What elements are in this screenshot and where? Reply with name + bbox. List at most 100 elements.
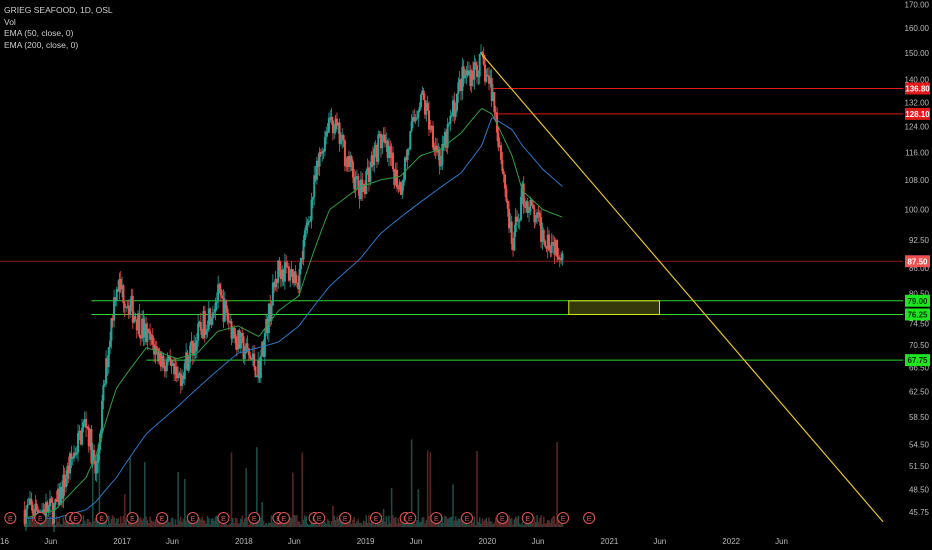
earnings-marker[interactable] xyxy=(126,512,139,524)
volume-bar xyxy=(87,519,90,527)
candle-body xyxy=(246,343,249,349)
candle-body xyxy=(267,303,270,334)
candle-body xyxy=(227,320,230,323)
trendline[interactable] xyxy=(481,53,884,523)
time-tick-label: 2021 xyxy=(601,537,619,546)
candle-body xyxy=(561,253,564,261)
earnings-marker[interactable] xyxy=(277,512,290,524)
earnings-marker[interactable] xyxy=(186,512,199,524)
earnings-marker[interactable] xyxy=(430,512,443,524)
earnings-marker[interactable] xyxy=(404,512,417,524)
earnings-marker[interactable] xyxy=(496,512,509,524)
candle-body xyxy=(357,176,360,190)
ema50-indicator-label[interactable]: EMA (50, close, 0) xyxy=(4,28,74,38)
ema200-indicator-label[interactable]: EMA (200, close, 0) xyxy=(4,39,79,50)
earnings-marker[interactable] xyxy=(69,512,82,524)
volume-bar xyxy=(121,523,123,527)
candle-body xyxy=(169,356,172,361)
candle-body xyxy=(291,269,294,284)
volume-bar xyxy=(138,518,141,527)
candle-body xyxy=(214,302,217,312)
earnings-marker[interactable] xyxy=(248,512,261,524)
candle-body xyxy=(516,216,519,222)
earnings-marker[interactable] xyxy=(156,512,169,524)
earnings-marker[interactable] xyxy=(557,512,570,524)
time-axis[interactable]: 2016 Jun 2017 Jun 2018 Jun 2019 Jun 2020 Jun 2021 J… xyxy=(0,537,788,546)
volume-bar xyxy=(560,523,562,527)
time-tick-label: Jun xyxy=(288,537,301,546)
earnings-marker-label: E xyxy=(374,516,379,523)
candle-body xyxy=(496,112,499,133)
volume-bar xyxy=(204,520,206,527)
earnings-marker[interactable] xyxy=(313,512,326,524)
candle-body xyxy=(45,501,48,517)
volume-bar xyxy=(90,522,93,527)
candle-body xyxy=(142,318,145,338)
price-tick-label: 132.00 xyxy=(905,98,930,107)
candle-body xyxy=(401,185,404,195)
candle-body xyxy=(536,212,539,219)
volume-bar xyxy=(139,517,142,527)
candle-body xyxy=(355,176,358,178)
volume-bar xyxy=(414,524,417,527)
candle-body xyxy=(522,183,525,207)
candle-body xyxy=(425,103,428,115)
price-axis[interactable]: 45.75 48.50 51.50 54.50 58.50 62.50 66.50 70.50… xyxy=(903,0,932,550)
target-zone[interactable] xyxy=(568,300,660,315)
candle-body xyxy=(234,334,237,344)
earnings-marker-label: E xyxy=(160,516,165,523)
candle-body xyxy=(545,246,548,249)
earnings-marker[interactable] xyxy=(369,512,382,524)
candle-body xyxy=(410,121,413,132)
volume-bar xyxy=(352,519,354,527)
candle-body xyxy=(488,75,491,84)
candle-body xyxy=(524,206,527,208)
symbol-title[interactable]: GRIEG SEAFOOD, 1D, OSL xyxy=(4,5,113,15)
volume-bar xyxy=(226,524,229,527)
volume-indicator-label[interactable]: Vol xyxy=(4,16,16,27)
candle-body xyxy=(221,295,224,299)
candle-body xyxy=(125,306,128,308)
candle-body xyxy=(520,196,523,220)
earnings-marker[interactable] xyxy=(583,512,596,524)
volume-bar xyxy=(182,518,185,527)
candle-body xyxy=(230,321,233,339)
volume-bar xyxy=(45,516,47,527)
earnings-marker[interactable] xyxy=(95,512,108,524)
volume-bar xyxy=(109,523,111,527)
earnings-marker[interactable] xyxy=(217,512,230,524)
price-tag-label: 128.10 xyxy=(905,110,930,119)
target-zone-box[interactable] xyxy=(568,300,660,315)
ema-lines xyxy=(24,108,563,519)
volume-bar xyxy=(520,524,522,527)
earnings-markers[interactable]: EEEEEEEEEEEEEEEEEEEEEEEE xyxy=(4,512,596,524)
volume-bar xyxy=(476,450,478,527)
volume-bar xyxy=(356,521,358,527)
candle-body xyxy=(273,282,276,288)
price-tag-87.50 xyxy=(905,255,930,268)
candle-body xyxy=(449,115,452,124)
volume-bar xyxy=(304,515,306,527)
volume-bar xyxy=(321,519,324,527)
earnings-marker[interactable] xyxy=(339,512,352,524)
volume-bar xyxy=(392,515,394,527)
candle-body xyxy=(329,117,332,119)
volume-bar xyxy=(216,515,218,527)
earnings-marker[interactable] xyxy=(521,512,534,524)
candle-body xyxy=(480,51,483,54)
volume-bar xyxy=(485,517,488,527)
time-tick-label: Jun xyxy=(532,537,545,546)
candle-body xyxy=(371,155,374,166)
candle-body xyxy=(548,234,551,251)
volume-bar xyxy=(316,524,318,527)
volume-bar xyxy=(242,522,245,527)
earnings-marker[interactable] xyxy=(461,512,474,524)
candle-body xyxy=(122,285,125,304)
candle-body xyxy=(338,122,341,144)
volume-bar xyxy=(442,523,445,527)
descending-trendline[interactable] xyxy=(481,53,884,523)
earnings-marker[interactable] xyxy=(4,512,17,524)
earnings-marker[interactable] xyxy=(34,512,47,524)
volume-bar xyxy=(102,522,105,527)
